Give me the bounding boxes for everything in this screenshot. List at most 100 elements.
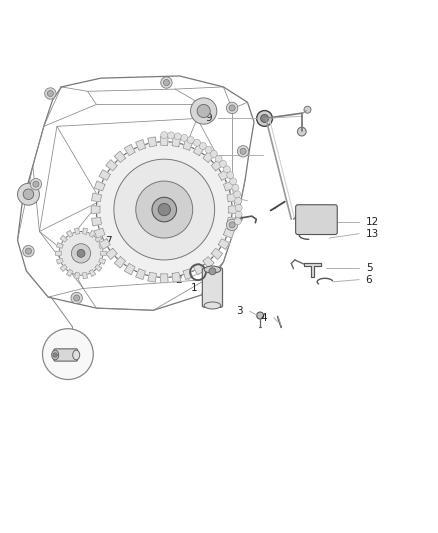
Text: 11: 11	[178, 209, 191, 219]
Ellipse shape	[52, 350, 59, 360]
Circle shape	[42, 329, 93, 379]
Circle shape	[235, 197, 242, 205]
Text: 12: 12	[366, 217, 379, 227]
Circle shape	[300, 209, 307, 216]
Polygon shape	[212, 248, 223, 260]
Polygon shape	[91, 206, 100, 213]
Polygon shape	[227, 193, 237, 201]
Polygon shape	[203, 151, 214, 163]
Polygon shape	[106, 248, 117, 260]
Circle shape	[96, 142, 232, 278]
Polygon shape	[95, 236, 102, 242]
Circle shape	[261, 115, 268, 123]
Polygon shape	[160, 136, 168, 146]
Polygon shape	[67, 270, 73, 277]
Polygon shape	[218, 239, 230, 249]
Circle shape	[226, 102, 238, 114]
Circle shape	[59, 231, 103, 275]
Circle shape	[191, 98, 217, 124]
Polygon shape	[194, 263, 204, 274]
Polygon shape	[212, 160, 223, 171]
Polygon shape	[67, 230, 73, 237]
Polygon shape	[114, 257, 126, 268]
Text: 8: 8	[205, 150, 212, 160]
Polygon shape	[94, 228, 105, 238]
Circle shape	[18, 183, 39, 205]
Text: 5: 5	[366, 263, 372, 273]
Text: 1: 1	[191, 282, 197, 293]
Circle shape	[326, 223, 333, 231]
Polygon shape	[304, 263, 321, 277]
Polygon shape	[172, 272, 181, 282]
Polygon shape	[124, 144, 135, 156]
Circle shape	[161, 77, 172, 88]
Circle shape	[233, 191, 240, 198]
Text: 10: 10	[198, 189, 212, 199]
Circle shape	[163, 79, 170, 86]
Text: 13: 13	[366, 229, 379, 239]
FancyBboxPatch shape	[54, 349, 78, 361]
Polygon shape	[99, 259, 106, 264]
Circle shape	[229, 105, 235, 111]
Circle shape	[53, 353, 57, 357]
Polygon shape	[99, 169, 110, 180]
Circle shape	[297, 127, 306, 136]
Circle shape	[209, 268, 216, 275]
Circle shape	[205, 146, 212, 153]
Polygon shape	[56, 251, 61, 256]
Polygon shape	[124, 263, 135, 274]
Circle shape	[257, 110, 272, 126]
Circle shape	[237, 146, 249, 157]
Circle shape	[215, 155, 222, 162]
Circle shape	[45, 88, 56, 99]
Circle shape	[127, 243, 133, 248]
Polygon shape	[99, 239, 110, 249]
Polygon shape	[183, 140, 193, 150]
Polygon shape	[114, 151, 126, 163]
Circle shape	[71, 244, 91, 263]
Circle shape	[152, 197, 177, 222]
Circle shape	[257, 312, 264, 319]
Circle shape	[300, 223, 307, 231]
Polygon shape	[89, 230, 95, 237]
Text: 9: 9	[205, 114, 212, 124]
Polygon shape	[99, 243, 106, 248]
Polygon shape	[229, 206, 237, 213]
Circle shape	[219, 160, 226, 167]
Circle shape	[47, 91, 53, 96]
FancyBboxPatch shape	[296, 205, 337, 235]
Circle shape	[167, 132, 174, 139]
Polygon shape	[194, 144, 204, 156]
Polygon shape	[101, 251, 106, 256]
Polygon shape	[106, 160, 117, 171]
Polygon shape	[92, 217, 102, 226]
Polygon shape	[95, 265, 102, 271]
Circle shape	[199, 142, 206, 149]
Circle shape	[114, 159, 215, 260]
Polygon shape	[227, 217, 237, 226]
Circle shape	[158, 204, 170, 216]
Polygon shape	[89, 270, 95, 277]
Circle shape	[25, 248, 32, 254]
Polygon shape	[94, 181, 105, 191]
Polygon shape	[148, 272, 156, 282]
Polygon shape	[74, 272, 79, 279]
Text: 14: 14	[61, 336, 74, 346]
Circle shape	[71, 292, 82, 304]
Polygon shape	[136, 269, 145, 279]
Polygon shape	[218, 169, 230, 180]
Circle shape	[235, 211, 242, 218]
Circle shape	[210, 150, 217, 157]
Polygon shape	[223, 228, 234, 238]
Circle shape	[240, 148, 246, 155]
Ellipse shape	[204, 302, 221, 309]
Circle shape	[23, 189, 34, 199]
Circle shape	[326, 209, 333, 216]
Ellipse shape	[204, 266, 221, 273]
Text: 6: 6	[366, 274, 372, 285]
Circle shape	[161, 132, 168, 139]
Text: 2: 2	[175, 274, 182, 285]
Polygon shape	[203, 257, 214, 268]
Circle shape	[74, 295, 80, 301]
Circle shape	[227, 172, 234, 179]
